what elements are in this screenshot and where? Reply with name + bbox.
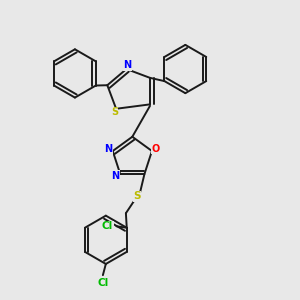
- Text: Cl: Cl: [97, 278, 109, 287]
- Text: N: N: [111, 171, 120, 181]
- Text: N: N: [123, 60, 131, 70]
- Text: S: S: [111, 107, 118, 117]
- Text: Cl: Cl: [102, 221, 113, 231]
- Text: N: N: [104, 144, 112, 154]
- Text: O: O: [151, 144, 160, 154]
- Text: S: S: [133, 191, 141, 201]
